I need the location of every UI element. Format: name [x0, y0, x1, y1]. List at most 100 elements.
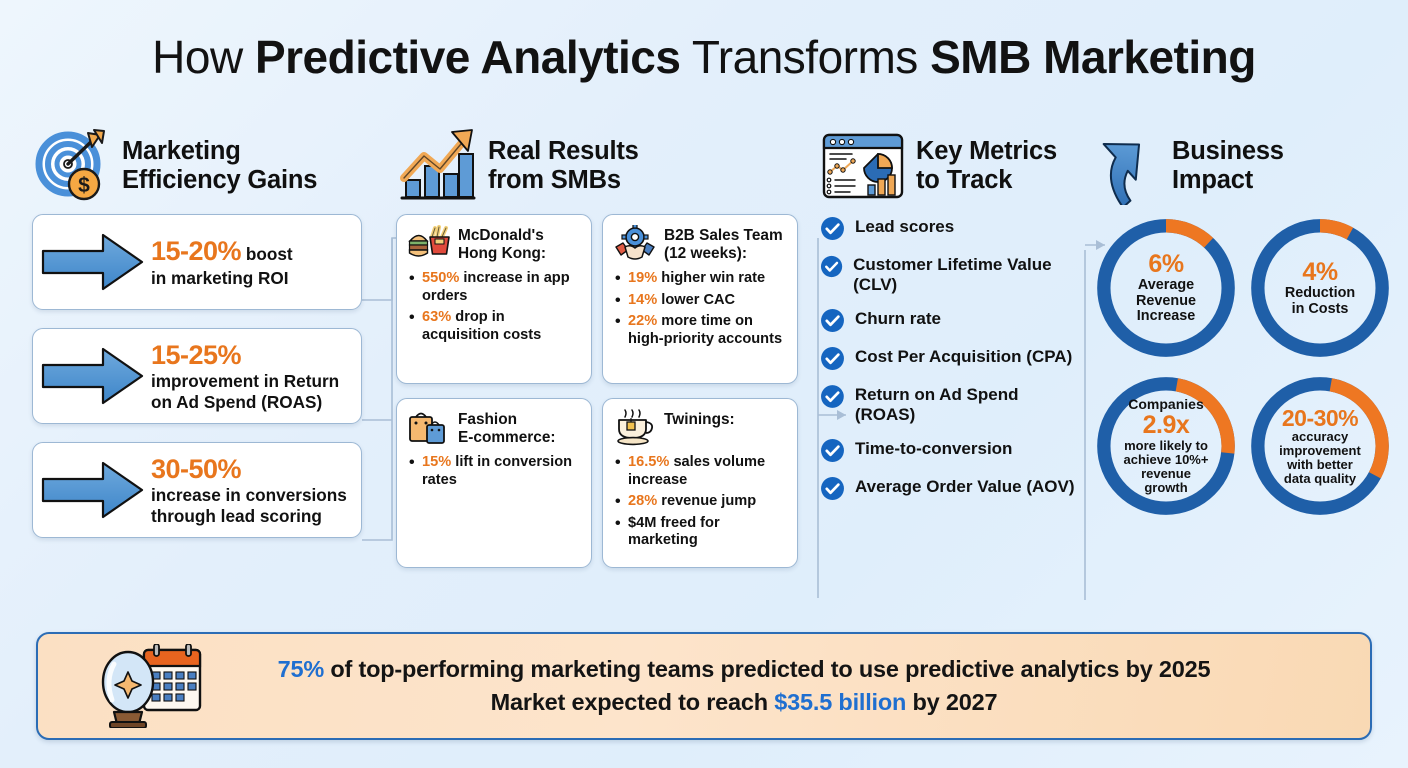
donut-ring [1097, 377, 1235, 515]
title-part-3: Transforms [680, 31, 931, 83]
result-card-twinings[interactable]: Twinings: 16.5% sales volume increase 28… [602, 398, 798, 568]
banner-line-1: 75% of top-performing marketing teams pr… [228, 653, 1260, 686]
donut-companies-revenue-growth[interactable]: Companies 2.9x more likely to achieve 10… [1092, 372, 1240, 520]
donut-average-revenue-increase[interactable]: 6% Average Revenue Increase [1092, 214, 1240, 362]
result-title-3a: Twinings: [664, 411, 735, 428]
key-metrics-checklist: Lead scores Customer Lifetime Value (CLV… [820, 214, 1082, 501]
result-bullet: 22% more time on high-priority accounts [613, 312, 788, 348]
banner-line-2: Market expected to reach $35.5 billion b… [228, 686, 1260, 719]
bullet-stat: 22% [628, 313, 658, 329]
metric-item-time-to-conversion[interactable]: Time-to-conversion [820, 438, 1082, 463]
column-marketing-efficiency-gains: $ Marketing Efficiency Gains 15-20% boos… [32, 118, 362, 538]
metric-label: Lead scores [855, 217, 955, 236]
bullet-stat: 16.5% [628, 454, 670, 470]
crystal-ball-calendar-icon [101, 644, 202, 728]
donut-value: 6% [1148, 250, 1184, 279]
metric-item-roas[interactable]: Return on Ad Spend (ROAS) [820, 384, 1082, 425]
bullet-stat: 28% [628, 493, 658, 509]
bullet-text: sales volume increase [628, 454, 766, 488]
donut-value: 20-30% [1281, 404, 1359, 431]
donut-label-line: Reduction [1284, 284, 1356, 301]
bullet-text: lower CAC [657, 291, 736, 308]
result-card-b2b-sales-team[interactable]: B2B Sales Team (12 weeks): 19% higher wi… [602, 214, 798, 384]
donut-prefix: Companies [1128, 395, 1204, 412]
bullet-text: higher win rate [657, 270, 766, 286]
efficiency-stat-0: 15-20% [151, 236, 242, 267]
result-bullet: 550% increase in app orders [407, 269, 582, 305]
donut-label-line: more likely to [1124, 437, 1208, 453]
result-title-0a: McDonald's [458, 227, 544, 244]
bullet-stat: 19% [628, 270, 658, 286]
bullet-text: drop in acquisition costs [422, 309, 542, 343]
bullet-text: increase in app orders [422, 270, 570, 304]
right-arrow-icon [41, 461, 144, 519]
business-impact-donuts: 6% Average Revenue Increase 4% Reduction… [1092, 214, 1392, 520]
check-circle-icon [821, 476, 844, 500]
target-dollar-icon: $ [35, 129, 105, 201]
donut-value: 4% [1302, 257, 1338, 286]
column-header-1: $ Marketing Efficiency Gains [32, 118, 362, 214]
column-2-heading-line2: from SMBs [488, 166, 621, 194]
page-title: How Predictive Analytics Transforms SMB … [0, 0, 1408, 80]
efficiency-text-1a: improvement in Return [151, 371, 340, 392]
dashboard-analytics-icon [822, 133, 904, 199]
result-card-mcdonalds[interactable]: McDonald's Hong Kong: 550% increase in a… [396, 214, 592, 384]
column-header-4: Business Impact [1092, 118, 1392, 214]
metric-item-cpa[interactable]: Cost Per Acquisition (CPA) [820, 346, 1082, 371]
title-part-1: How [152, 31, 255, 83]
burger-fries-icon [408, 225, 450, 257]
efficiency-text-2b: through lead scoring [151, 506, 322, 527]
bottom-banner: 75% of top-performing marketing teams pr… [36, 632, 1372, 740]
column-3-heading-line2: to Track [916, 166, 1013, 194]
result-bullet: 19% higher win rate [613, 269, 788, 288]
svg-text:$: $ [78, 174, 90, 197]
result-bullet: 63% drop in acquisition costs [407, 308, 582, 344]
column-key-metrics-to-track: Key Metrics to Track Lead scores Custome… [820, 118, 1082, 514]
bullet-text: revenue jump [657, 493, 757, 509]
metric-item-churn-rate[interactable]: Churn rate [820, 308, 1082, 333]
result-title-1a: B2B Sales Team [664, 227, 783, 244]
tea-cup-icon [617, 409, 654, 446]
metric-label: Cost Per Acquisition (CPA) [855, 346, 1073, 366]
efficiency-text-1b: on Ad Spend (ROAS) [151, 392, 323, 413]
efficiency-text-2a: increase in conversions [151, 485, 347, 506]
result-title-2b: E-commerce: [458, 428, 556, 446]
column-4-heading-line1: Business [1172, 137, 1284, 166]
result-card-fashion-ecommerce[interactable]: Fashion E-commerce: 15% lift in conversi… [396, 398, 592, 568]
donut-label-line: data quality [1283, 471, 1357, 487]
result-title-2a: Fashion [458, 411, 517, 428]
donut-label-line: Revenue [1136, 292, 1196, 309]
check-circle-icon [821, 346, 844, 370]
donut-value: 2.9x [1142, 410, 1190, 439]
right-arrow-icon [41, 347, 144, 405]
banner-line-1-rest: of top-performing marketing teams predic… [324, 655, 1211, 682]
donut-label-line: Increase [1136, 308, 1196, 325]
bullet-stat: 15% [422, 454, 452, 470]
metric-item-aov[interactable]: Average Order Value (AOV) [820, 476, 1082, 501]
bullet-stat: 63% [422, 309, 452, 325]
result-bullet: 16.5% sales volume increase [613, 453, 788, 489]
donut-ring [1251, 377, 1389, 515]
result-title-0b: Hong Kong: [458, 244, 547, 262]
donut-label-line: with better [1287, 457, 1353, 473]
donut-accuracy-improvement[interactable]: 20-30% accuracy improvement with better … [1246, 372, 1394, 520]
result-bullet: 14% lower CAC [613, 291, 788, 310]
donut-label-line: achieve 10%+ [1123, 452, 1209, 468]
efficiency-card-roas[interactable]: 15-25% improvement in Return on Ad Spend… [32, 328, 362, 424]
metric-item-clv[interactable]: Customer Lifetime Value (CLV) [820, 254, 1082, 295]
column-business-impact: Business Impact 6% Average Revenue Incre… [1092, 118, 1392, 520]
efficiency-card-conversions[interactable]: 30-50% increase in conversions through l… [32, 442, 362, 538]
curved-up-arrow-icon [1102, 143, 1141, 205]
title-part-4: SMB Marketing [930, 31, 1256, 83]
column-1-heading-line1: Marketing [122, 137, 241, 166]
metric-item-lead-scores[interactable]: Lead scores [820, 216, 1082, 241]
banner-stat-market: $35.5 billion [774, 689, 907, 715]
check-circle-icon [821, 308, 844, 332]
efficiency-card-roi[interactable]: 15-20% boost in marketing ROI [32, 214, 362, 310]
metric-label: Customer Lifetime Value (CLV) [853, 255, 1052, 294]
donut-reduction-in-costs[interactable]: 4% Reduction in Costs [1246, 214, 1394, 362]
column-1-heading-line2: Efficiency Gains [122, 166, 318, 194]
metric-label: Churn rate [855, 308, 941, 328]
bar-chart-growth-icon [400, 129, 476, 200]
bullet-text: more time on high-priority accounts [628, 313, 783, 347]
